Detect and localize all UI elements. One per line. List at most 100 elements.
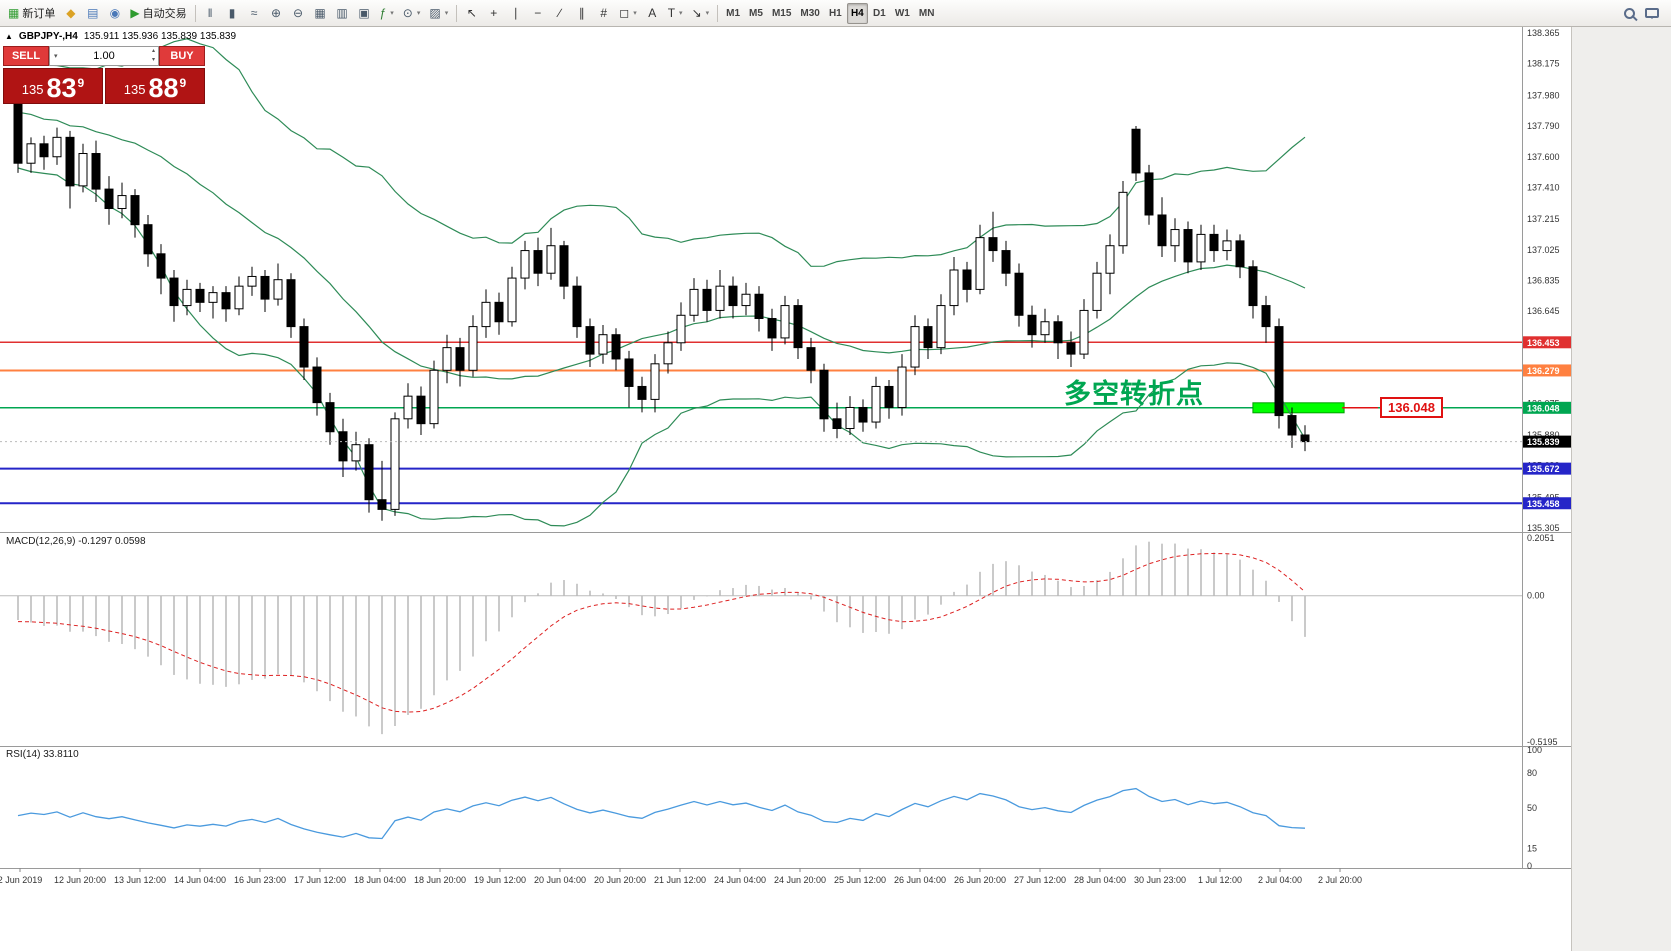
- price-badge-label: 136.279: [1527, 366, 1560, 376]
- candle: [1183, 229, 1193, 263]
- line-chart-icon[interactable]: ≈: [244, 3, 265, 24]
- zoom-in-icon[interactable]: ⊕: [266, 3, 287, 24]
- time-label: 13 Jun 12:00: [114, 875, 166, 885]
- time-label: 30 Jun 23:00: [1134, 875, 1186, 885]
- sell-price-big: 83: [46, 73, 77, 103]
- text-label-icon[interactable]: T ▾: [664, 3, 687, 24]
- chart-shift-icon-glyph: ▣: [358, 6, 370, 20]
- tf-m30[interactable]: M30: [800, 7, 820, 19]
- templates-icon[interactable]: ▨ ▾: [425, 3, 452, 24]
- tf-m5[interactable]: M5: [749, 7, 763, 19]
- time-label: 2 Jul 20:00: [1318, 875, 1362, 885]
- fibonacci-icon[interactable]: #: [593, 3, 614, 24]
- vertical-line-icon[interactable]: ∣: [505, 3, 526, 24]
- tile-windows-icon[interactable]: ▦: [310, 3, 331, 24]
- candle: [78, 153, 88, 187]
- tf-m1[interactable]: M1: [726, 7, 741, 19]
- price-tick: 138.365: [1527, 28, 1560, 38]
- horizontal-line-icon[interactable]: −: [527, 3, 548, 24]
- price-callout-label[interactable]: 136.048: [1380, 397, 1443, 418]
- spin-up-icon[interactable]: ▴: [151, 48, 155, 54]
- chart-shift-icon[interactable]: ▣: [354, 3, 375, 24]
- trendline-icon[interactable]: ∕: [549, 3, 570, 24]
- shapes-icon[interactable]: ◻ ▾: [615, 3, 640, 24]
- indicators-icon[interactable]: ƒ ▾: [376, 3, 398, 24]
- candle: [975, 237, 985, 290]
- sell-button[interactable]: SELL: [3, 46, 49, 66]
- price-badge-label: 136.453: [1527, 338, 1560, 348]
- price-badge: [1523, 497, 1571, 510]
- candle: [494, 301, 504, 323]
- profiles-icon[interactable]: ▤: [82, 3, 103, 24]
- buy-price-big: 88: [148, 73, 179, 103]
- tf-mn[interactable]: MN: [918, 7, 935, 19]
- candle: [429, 369, 439, 425]
- price-tick: 136.835: [1527, 276, 1560, 286]
- periods-icon[interactable]: ⊙ ▾: [399, 3, 425, 24]
- candle: [65, 136, 75, 187]
- sell-price-sup: 9: [77, 76, 85, 90]
- autotrading-glyph: ▶: [130, 6, 140, 20]
- candle: [195, 288, 205, 303]
- mql5-market-icon[interactable]: ◆: [60, 3, 81, 24]
- buy-button[interactable]: BUY: [159, 46, 205, 66]
- bar-chart-icon[interactable]: ‖: [200, 3, 221, 24]
- auto-scroll-icon[interactable]: ▥: [332, 3, 353, 24]
- tf-w1[interactable]: W1: [894, 7, 910, 19]
- candle: [884, 385, 894, 408]
- tf-h1[interactable]: H1: [828, 7, 842, 19]
- spin-down-icon[interactable]: ▾: [151, 57, 155, 63]
- dropdown-arrow-icon: ▾: [444, 10, 449, 17]
- buy-price-prefix: 135: [123, 82, 146, 97]
- price-tick: 137.980: [1527, 90, 1560, 100]
- candle: [715, 285, 725, 311]
- candlestick-chart-icon[interactable]: ▮: [222, 3, 243, 24]
- candle: [247, 275, 257, 287]
- sell-price-box[interactable]: 135 83 9: [3, 68, 103, 104]
- highlight-box[interactable]: [1252, 402, 1345, 414]
- candle: [1274, 326, 1284, 417]
- lot-dropdown-icon[interactable]: ▾: [54, 53, 58, 60]
- candle: [1300, 434, 1310, 443]
- channel-icon[interactable]: ∥: [571, 3, 592, 24]
- candle: [819, 369, 829, 420]
- price-badge: [1523, 364, 1571, 377]
- chat-icon[interactable]: [1645, 8, 1659, 19]
- candle: [390, 418, 400, 510]
- lot-spinner: ▴ ▾: [152, 47, 155, 65]
- one-click-trading-panel: SELL ▾ 1.00 ▴ ▾ BUY 135 83 9 135 88 9: [3, 46, 205, 104]
- tf-m15[interactable]: M15: [771, 7, 792, 19]
- candle: [832, 418, 842, 430]
- chart-annotation-text[interactable]: 多空转折点: [1064, 379, 1204, 409]
- toolbar-separator: [717, 4, 719, 22]
- buy-price-box[interactable]: 135 88 9: [105, 68, 205, 104]
- price-badge: [1523, 435, 1571, 448]
- text-icon[interactable]: A: [642, 3, 663, 24]
- rsi-axis-tick: 80: [1527, 768, 1537, 778]
- candle: [1144, 172, 1154, 216]
- tf-h4[interactable]: H4: [846, 2, 868, 24]
- candle: [1105, 245, 1115, 274]
- arrows-icon[interactable]: ↘ ▾: [688, 3, 714, 24]
- price-badge-label: 135.839: [1527, 437, 1560, 447]
- toolbar-items: ▦ 新订单 ◆ ▤ ◉ ▶ 自动交易 ‖ ▮ ≈ ⊕ ⊖ ▦ ▥ ▣ ƒ ▾ ⊙ ▾ ▨ ▾ ↖ + ∣ − ∕ ∥ # ◻ ▾ A T ▾ ↘ ▾…: [4, 2, 938, 24]
- price-badge-label: 135.672: [1527, 464, 1560, 474]
- chart-canvas[interactable]: 138.365 138.175 137.980 137.790 137.600 137.4…: [0, 27, 1571, 895]
- lot-size-input[interactable]: ▾ 1.00 ▴ ▾: [49, 46, 159, 66]
- candle: [897, 366, 907, 408]
- price-tick: 137.215: [1527, 214, 1560, 224]
- vertical-line-icon-glyph: ∣: [512, 6, 519, 20]
- new-order-button[interactable]: ▦ 新订单: [4, 3, 59, 24]
- price-tick: 135.305: [1527, 523, 1560, 533]
- data-window-icon[interactable]: ◉: [104, 3, 125, 24]
- cursor-icon[interactable]: ↖: [461, 3, 482, 24]
- time-label: 20 Jun 20:00: [594, 875, 646, 885]
- candle: [520, 250, 530, 279]
- search-icon[interactable]: [1624, 7, 1635, 19]
- crosshair-icon[interactable]: +: [483, 3, 504, 24]
- tf-d1[interactable]: D1: [872, 7, 886, 19]
- zoom-out-icon[interactable]: ⊖: [288, 3, 309, 24]
- time-label: 21 Jun 12:00: [654, 875, 706, 885]
- candle: [325, 402, 335, 433]
- autotrading-button[interactable]: ▶ 自动交易: [126, 3, 190, 24]
